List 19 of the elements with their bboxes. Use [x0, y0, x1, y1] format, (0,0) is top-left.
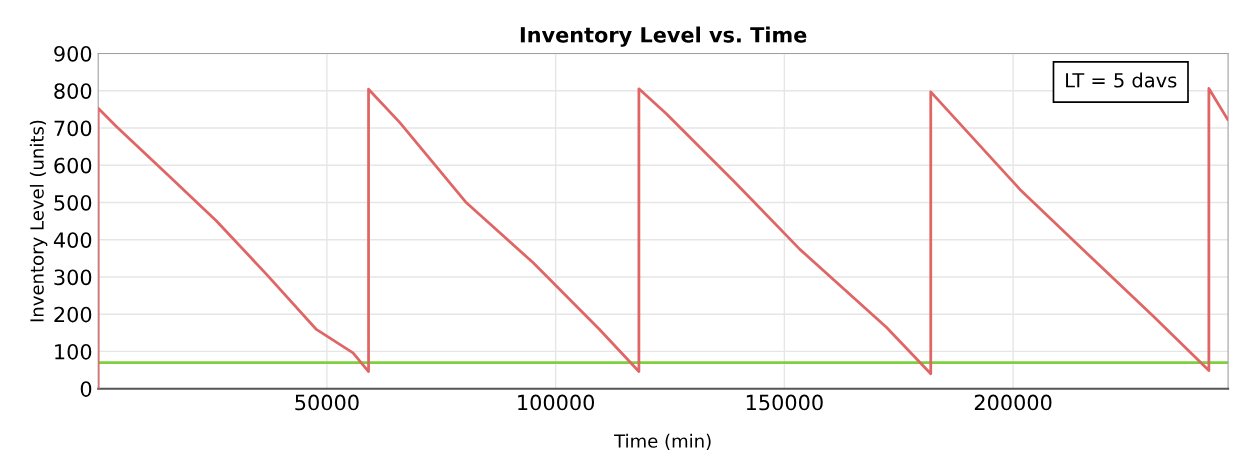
x-tick-label: 150000 [746, 394, 823, 411]
y-tick-label: 300 [54, 269, 92, 286]
annotation: LT = 5 davs [1066, 72, 1177, 88]
y-tick-label: 900 [54, 45, 92, 62]
x-tick-label: 50000 [295, 394, 359, 411]
y-axis-title: Inventory Level (units) [29, 120, 48, 322]
y-tick-label: 500 [54, 194, 92, 211]
y-tick-label: 200 [54, 306, 92, 323]
x-axis-title: Time (min) [614, 433, 711, 450]
line-series [98, 87, 1229, 389]
y-tick-label: 0 [80, 381, 92, 397]
y-tick-label: 400 [53, 232, 92, 248]
chart-title: Inventory Level vs. Time [520, 26, 807, 47]
y-tick-label: 100 [55, 343, 92, 360]
y-tick-label: 600 [54, 157, 92, 174]
x-tick-label: 100000 [518, 394, 595, 411]
y-tick-label: 800 [54, 83, 92, 99]
y-tick-label: 700 [54, 120, 92, 137]
x-tick-label: 200000 [974, 394, 1052, 411]
